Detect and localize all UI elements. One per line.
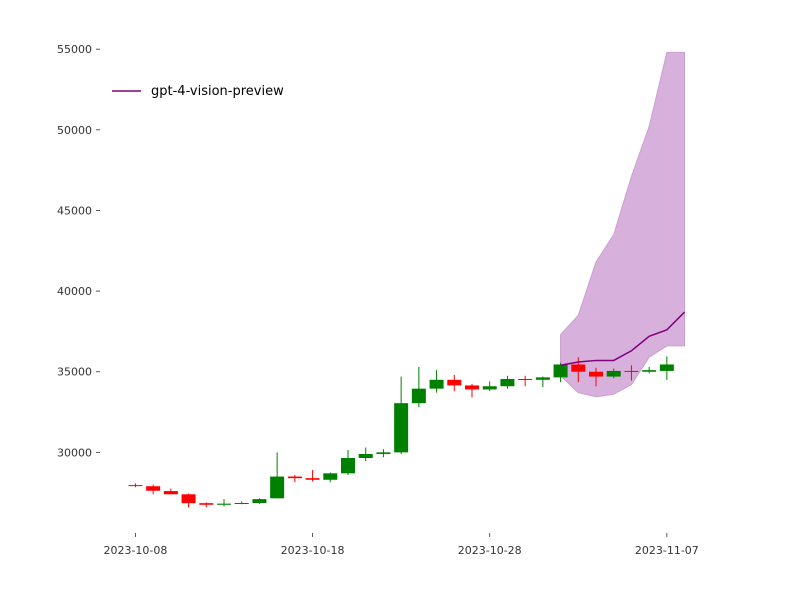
- candle-body-2023-10-25: [429, 379, 444, 389]
- candle-body-2023-10-08: [128, 485, 143, 487]
- candle-body-2023-10-24: [411, 388, 426, 404]
- candle-body-2023-10-20: [341, 458, 355, 474]
- candle-body-2023-10-28: [482, 386, 497, 390]
- candle-body-2023-11-01: [553, 364, 568, 378]
- candle-body-2023-10-11: [181, 494, 196, 504]
- x-tick-label-2023-10-18: 2023-10-18: [281, 544, 345, 557]
- candle-body-2023-11-07: [659, 364, 674, 371]
- y-tick-label-55000: 55000: [57, 43, 92, 56]
- x-tick-label-2023-10-28: 2023-10-28: [458, 544, 522, 557]
- y-axis: 30000 35000 40000 45000 50000 55000: [57, 43, 100, 459]
- candle-body-2023-10-22: [376, 452, 391, 454]
- candle-body-2023-11-06: [642, 370, 657, 372]
- candle-body-2023-10-15: [252, 499, 267, 504]
- forecast-median-line: [560, 311, 686, 367]
- candle-body-2023-10-14: [234, 503, 249, 505]
- y-tick-label-40000: 40000: [57, 285, 92, 298]
- candle-body-2023-10-09: [146, 486, 161, 491]
- candle-body-2023-10-26: [447, 379, 462, 386]
- forecast-line-layer: [560, 311, 686, 367]
- legend-label: gpt-4-vision-preview: [151, 84, 284, 99]
- candle-body-2023-11-04: [606, 370, 621, 377]
- candle-body-2023-10-13: [217, 503, 231, 505]
- legend: gpt-4-vision-preview: [112, 84, 284, 99]
- x-tick-label-2023-10-08: 2023-10-08: [103, 544, 167, 557]
- candle-body-2023-10-29: [500, 378, 515, 387]
- x-axis: 2023-10-08 2023-10-18 2023-10-28 2023-11-07: [103, 533, 699, 557]
- candle-body-2023-11-03: [589, 371, 603, 377]
- candle-body-2023-10-19: [323, 473, 338, 480]
- candle-body-2023-10-10: [163, 491, 178, 495]
- candles-layer: [128, 356, 674, 508]
- candle-body-2023-10-30: [518, 378, 533, 380]
- candle-body-2023-10-21: [358, 453, 373, 459]
- y-tick-label-50000: 50000: [57, 124, 92, 137]
- forecast-band-layer: [560, 51, 686, 398]
- candle-body-2023-10-17: [287, 476, 302, 479]
- candle-body-2023-10-31: [535, 377, 550, 380]
- y-tick-label-45000: 45000: [57, 204, 92, 217]
- candle-body-2023-11-02: [571, 364, 586, 372]
- candle-body-2023-10-12: [199, 503, 214, 505]
- x-tick-label-2023-11-07: 2023-11-07: [635, 544, 699, 557]
- candle-body-2023-10-16: [270, 476, 285, 499]
- y-tick-label-35000: 35000: [57, 366, 92, 379]
- y-tick-label-30000: 30000: [57, 446, 92, 459]
- forecast-confidence-band: [560, 51, 686, 398]
- candle-body-2023-10-23: [394, 403, 409, 453]
- candle-body-2023-11-05: [624, 370, 639, 372]
- candle-body-2023-10-18: [305, 478, 320, 480]
- candle-body-2023-10-27: [465, 385, 479, 390]
